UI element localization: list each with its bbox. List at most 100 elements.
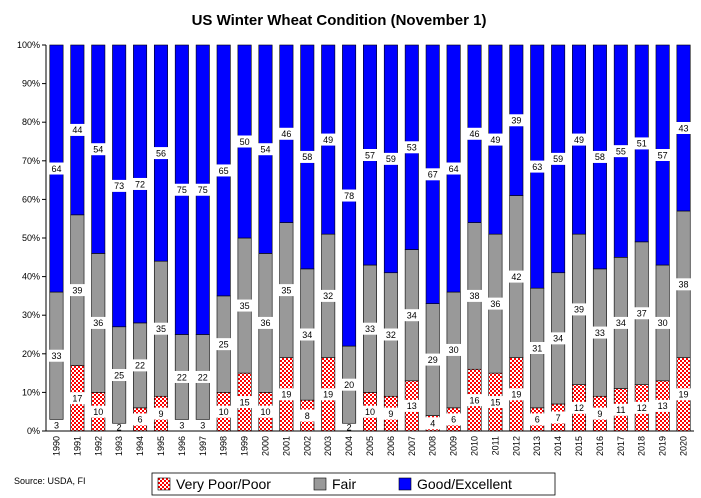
data-label-bg [320, 133, 336, 146]
data-label-bg [529, 413, 545, 426]
data-label-bg [278, 127, 294, 140]
data-label-fair: 39 [72, 285, 82, 295]
data-label-fair: 34 [302, 330, 312, 340]
data-label-bg [69, 392, 85, 405]
data-label-bg [174, 419, 190, 432]
data-label-very-poor-poor: 13 [407, 401, 417, 411]
x-tick-label: 2004 [344, 436, 354, 456]
x-tick-label: 1994 [135, 436, 145, 456]
x-tick-label: 2011 [490, 436, 500, 455]
data-label-bg [299, 409, 315, 422]
data-label-bg [446, 162, 462, 175]
data-label-good-excellent: 59 [386, 154, 396, 164]
data-label-fair: 37 [637, 309, 647, 319]
data-label-bg [613, 403, 629, 416]
data-label-bg [90, 143, 106, 156]
data-label-very-poor-poor: 2 [347, 422, 352, 432]
data-label-bg [237, 299, 253, 312]
data-label-good-excellent: 46 [470, 129, 480, 139]
data-label-bg [174, 370, 190, 383]
legend-box [151, 472, 556, 496]
data-label-fair: 32 [386, 330, 396, 340]
data-label-bg [676, 388, 692, 401]
data-label-bg [132, 359, 148, 372]
data-label-very-poor-poor: 12 [574, 403, 584, 413]
data-label-good-excellent: 78 [344, 191, 354, 201]
x-tick-label: 1993 [114, 436, 124, 456]
x-tick-label: 2009 [449, 436, 459, 456]
x-axis: 1990 1991 1992 1993 1994 1995 1996 1997 1998 1999… [46, 430, 694, 456]
data-label-fair: 39 [574, 305, 584, 315]
data-label-fair: 30 [658, 318, 668, 328]
x-tick-label: 1997 [198, 436, 208, 456]
data-label-good-excellent: 65 [219, 166, 229, 176]
data-label-bg [132, 413, 148, 426]
data-label-bg [299, 150, 315, 163]
y-tick-label: 40% [22, 272, 40, 282]
data-label-bg [216, 164, 232, 177]
data-label-good-excellent: 75 [198, 185, 208, 195]
data-label-very-poor-poor: 3 [200, 421, 205, 431]
data-label-very-poor-poor: 10 [260, 407, 270, 417]
data-label-bg [404, 309, 420, 322]
data-label-bg [111, 421, 127, 434]
data-label-bg [195, 419, 211, 432]
data-label-good-excellent: 53 [407, 143, 417, 153]
data-label-bg [48, 349, 64, 362]
data-label-bg [278, 284, 294, 297]
data-label-bg [216, 405, 232, 418]
data-label-bg [341, 421, 357, 434]
data-label-very-poor-poor: 3 [54, 421, 59, 431]
data-label-fair: 33 [51, 351, 61, 361]
data-label-good-excellent: 49 [490, 135, 500, 145]
data-label-fair: 25 [219, 339, 229, 349]
data-label-good-excellent: 75 [177, 185, 187, 195]
data-label-very-poor-poor: 11 [616, 405, 625, 415]
data-label-bg [425, 417, 441, 430]
y-tick-label: 10% [22, 387, 40, 397]
data-label-fair: 22 [198, 372, 208, 382]
data-label-fair: 35 [240, 301, 250, 311]
data-label-good-excellent: 58 [595, 152, 605, 162]
data-label-bg [362, 322, 378, 335]
data-label-good-excellent: 57 [658, 150, 668, 160]
data-label-bg [153, 147, 169, 160]
data-label-fair: 32 [323, 291, 333, 301]
data-label-fair: 33 [365, 324, 375, 334]
data-label-bg [634, 401, 650, 414]
x-tick-label: 2014 [553, 436, 563, 456]
x-tick-label: 2015 [574, 436, 584, 456]
data-label-good-excellent: 54 [260, 145, 270, 155]
data-label-good-excellent: 51 [637, 139, 647, 149]
y-tick-label: 50% [22, 233, 40, 243]
bars-group: 3336417394410365422573622729355632275322… [48, 44, 692, 434]
x-tick-label: 2018 [637, 436, 647, 456]
data-label-bg [655, 316, 671, 329]
data-label-bg [634, 137, 650, 150]
data-label-very-poor-poor: 4 [430, 419, 435, 429]
data-label-fair: 36 [93, 318, 103, 328]
data-label-fair: 22 [135, 361, 145, 371]
x-tick-label: 2020 [679, 436, 689, 456]
data-label-very-poor-poor: 10 [93, 407, 103, 417]
data-label-bg [341, 378, 357, 391]
data-label-very-poor-poor: 13 [658, 401, 668, 411]
data-label-bg [362, 149, 378, 162]
data-label-bg [69, 284, 85, 297]
data-label-good-excellent: 59 [553, 154, 563, 164]
data-label-bg [655, 149, 671, 162]
data-label-fair: 22 [177, 372, 187, 382]
data-label-bg [592, 326, 608, 339]
y-tick-label: 60% [22, 194, 40, 204]
data-label-bg [341, 189, 357, 202]
x-tick-label: 1995 [156, 436, 166, 456]
x-tick-label: 2019 [658, 436, 668, 456]
data-label-very-poor-poor: 19 [511, 390, 521, 400]
data-label-very-poor-poor: 9 [597, 409, 602, 419]
y-axis: 0% 10% 20% 30% 40% 50% 60% 70% 80% 90% 100% [17, 40, 47, 436]
data-label-bg [446, 413, 462, 426]
y-tick-label: 100% [17, 40, 40, 50]
data-label-very-poor-poor: 6 [535, 415, 540, 425]
y-tick-label: 20% [22, 349, 40, 359]
